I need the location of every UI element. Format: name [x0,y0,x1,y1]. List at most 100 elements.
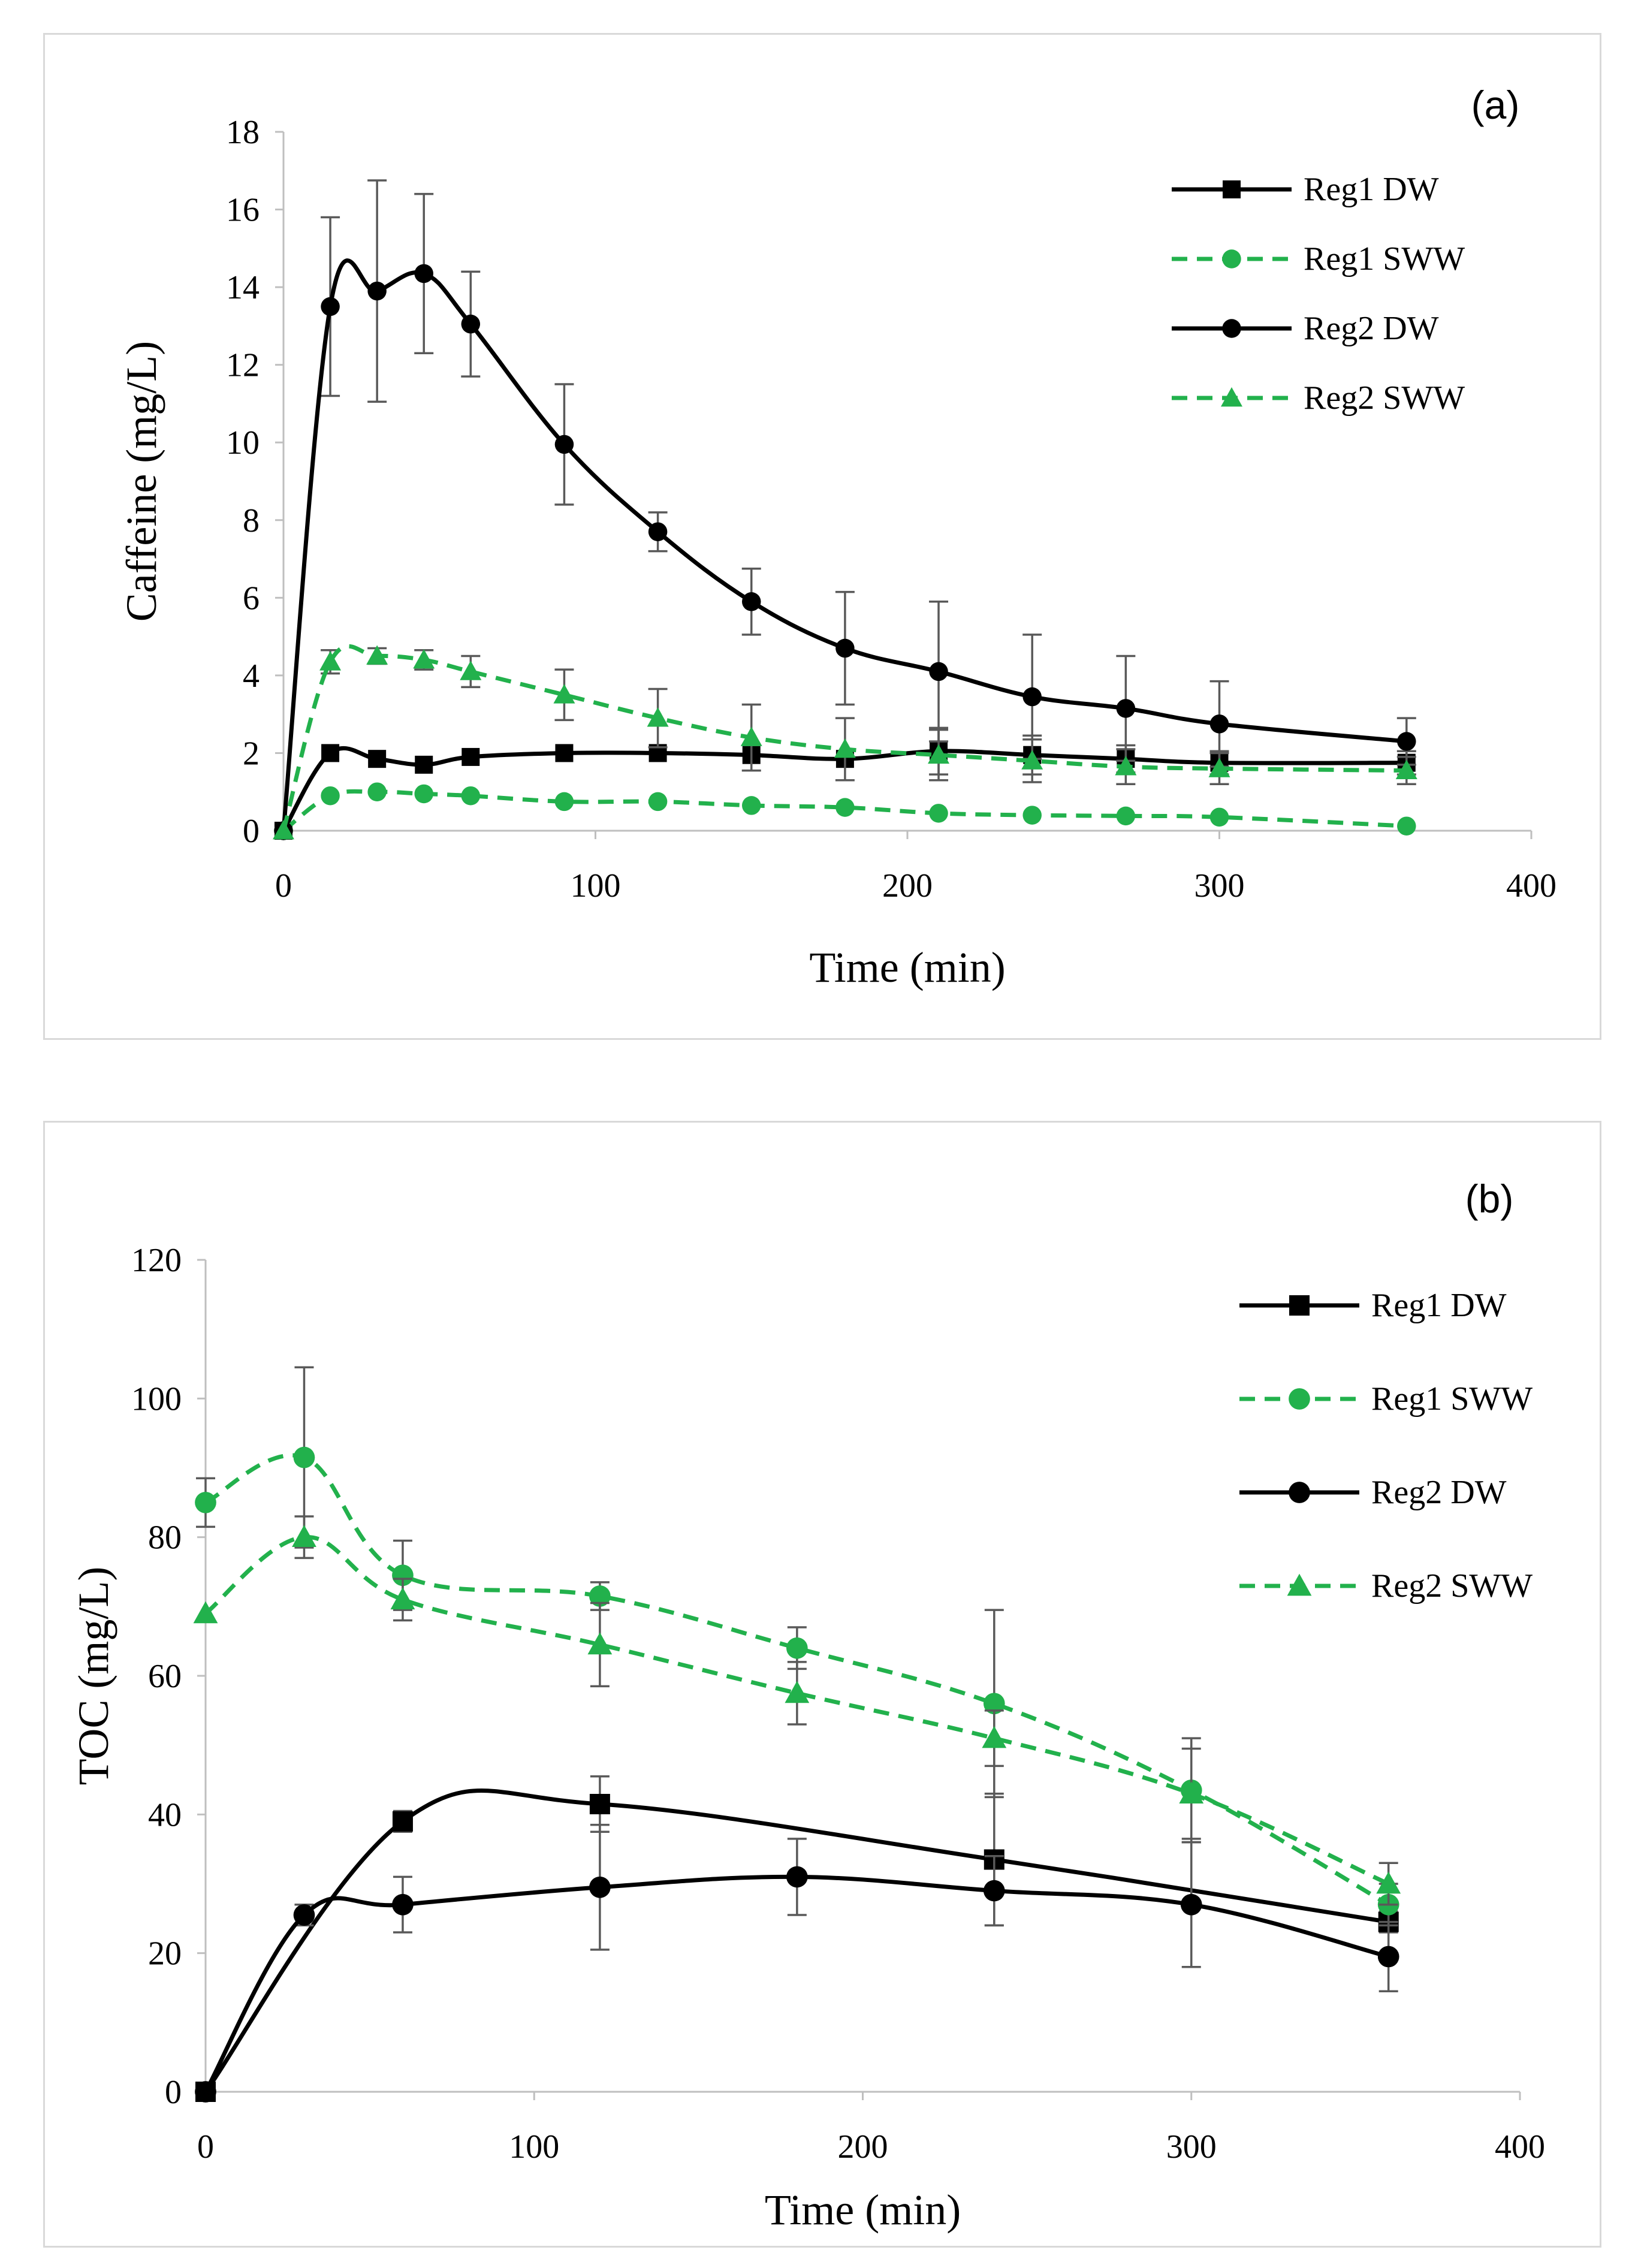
legend-marker [1221,387,1242,407]
data-point [648,792,668,812]
legend-label: Reg2 SWW [1371,1567,1533,1605]
chart-a-y-tick-label: 0 [243,813,260,850]
chart-a-y-tick-label: 2 [243,735,260,772]
data-point [390,1587,415,1610]
chart-a-x-tick-label: 400 [1506,867,1556,904]
data-point [835,798,855,817]
chart-b-axes: 0 20 40 60 80 100 120 0 100 200 300 400 Time (min) TO… [70,1177,1545,2234]
data-point [742,796,761,815]
legend-marker [1222,249,1241,269]
data-point [460,661,482,680]
data-point [740,726,762,746]
data-point [983,1693,1005,1715]
toc-chart: 0 20 40 60 80 100 120 0 100 200 300 400 Time (min) TO… [70,1177,1545,2234]
data-point [786,1637,808,1659]
chart-b-panel-label: (b) [1465,1177,1514,1221]
data-point [321,297,340,316]
chart-b-x-tick-label: 200 [838,2128,888,2166]
data-point [1022,687,1042,707]
chart-b-x-tick-label: 100 [509,2128,559,2166]
series-line [204,1535,1390,1886]
data-point [195,2081,216,2103]
chart-b-series-reg1-dw [195,1775,1399,2102]
data-point [392,1564,414,1587]
chart-a-y-tick-label: 12 [226,347,260,384]
legend-marker [1222,319,1241,338]
chart-b-y-tick-label: 20 [148,1935,182,1973]
data-point [1376,1871,1401,1894]
chart-b-x-tick-label: 400 [1495,2128,1545,2166]
data-point [273,820,294,840]
data-point [392,1893,414,1916]
data-point [321,786,340,806]
data-point [1397,732,1416,751]
data-point [1397,816,1416,836]
data-point [587,1632,613,1655]
series-line [204,1788,1389,2094]
data-point [929,804,948,823]
data-point [319,651,342,671]
data-point [647,707,669,727]
legend-marker [1287,1573,1312,1596]
chart-a-y-tick-label: 10 [226,424,260,462]
data-point [554,792,574,812]
chart-a-series-reg2-sww [273,644,1417,840]
data-point [195,1491,216,1513]
chart-b-x-tick-label: 0 [197,2128,214,2166]
legend-label: Reg1 SWW [1371,1380,1533,1418]
chart-a-y-tick-label: 16 [226,192,260,229]
data-point [589,1585,611,1607]
data-point [367,782,387,801]
data-point [589,1876,611,1898]
data-point [1180,1893,1202,1916]
data-point [415,755,433,774]
chart-b-y-axis-title: TOC (mg/L) [70,1567,117,1786]
chart-b-y-tick-label: 40 [148,1796,182,1833]
data-point [367,281,387,301]
legend-marker [1289,1388,1310,1410]
data-point [368,750,387,768]
chart-a-legend: Reg1 DW Reg1 SWW Reg2 DW Reg2 SWW [1172,171,1465,417]
legend-marker [1289,1482,1310,1503]
data-point [553,684,575,704]
data-point [321,744,340,762]
chart-a-x-tick-label: 100 [571,867,621,904]
chart-a-y-tick-label: 14 [226,269,260,306]
data-point [785,1681,810,1703]
data-point [1395,759,1417,779]
legend-label: Reg2 SWW [1304,379,1465,417]
chart-a-panel-label: (a) [1471,83,1520,127]
chart-panel-a: 0 2 4 6 8 10 12 14 16 18 0 100 200 300 400 Time (min) Ca… [43,33,1601,1040]
data-point [1377,1946,1399,1968]
data-point [834,738,856,758]
caffeine-chart: 0 2 4 6 8 10 12 14 16 18 0 100 200 300 400 Time (min) Ca… [117,83,1556,991]
data-point [742,592,761,611]
chart-panel-b: 0 20 40 60 80 100 120 0 100 200 300 400 Time (min) TO… [43,1121,1601,2248]
data-point [1209,714,1229,734]
data-point [461,786,481,806]
chart-b-y-tick-label: 0 [165,2074,182,2111]
data-point [554,435,574,454]
legend-label: Reg1 SWW [1304,240,1465,278]
data-point [555,744,574,762]
chart-b-y-tick-label: 60 [148,1658,182,1695]
data-point [983,1880,1005,1902]
chart-b-y-tick-label: 80 [148,1519,182,1557]
chart-a-x-tick-label: 300 [1194,867,1245,904]
chart-a-y-tick-label: 6 [243,580,260,617]
chart-b-x-axis-title: Time (min) [765,2186,961,2234]
chart-b-y-tick-label: 100 [131,1380,182,1418]
data-point [1116,806,1136,826]
chart-a-y-tick-label: 4 [243,658,260,695]
data-point [648,522,668,541]
data-point [928,744,950,764]
legend-marker [1223,180,1241,198]
data-point [293,1446,315,1468]
chart-b-series-reg2-sww [193,1515,1401,1906]
chart-a-y-tick-label: 18 [226,114,260,151]
data-point [786,1866,808,1888]
legend-label: Reg2 DW [1304,310,1439,347]
data-point [392,1811,413,1832]
legend-label: Reg2 DW [1371,1474,1507,1511]
chart-a-series-reg2-dw [274,179,1416,840]
